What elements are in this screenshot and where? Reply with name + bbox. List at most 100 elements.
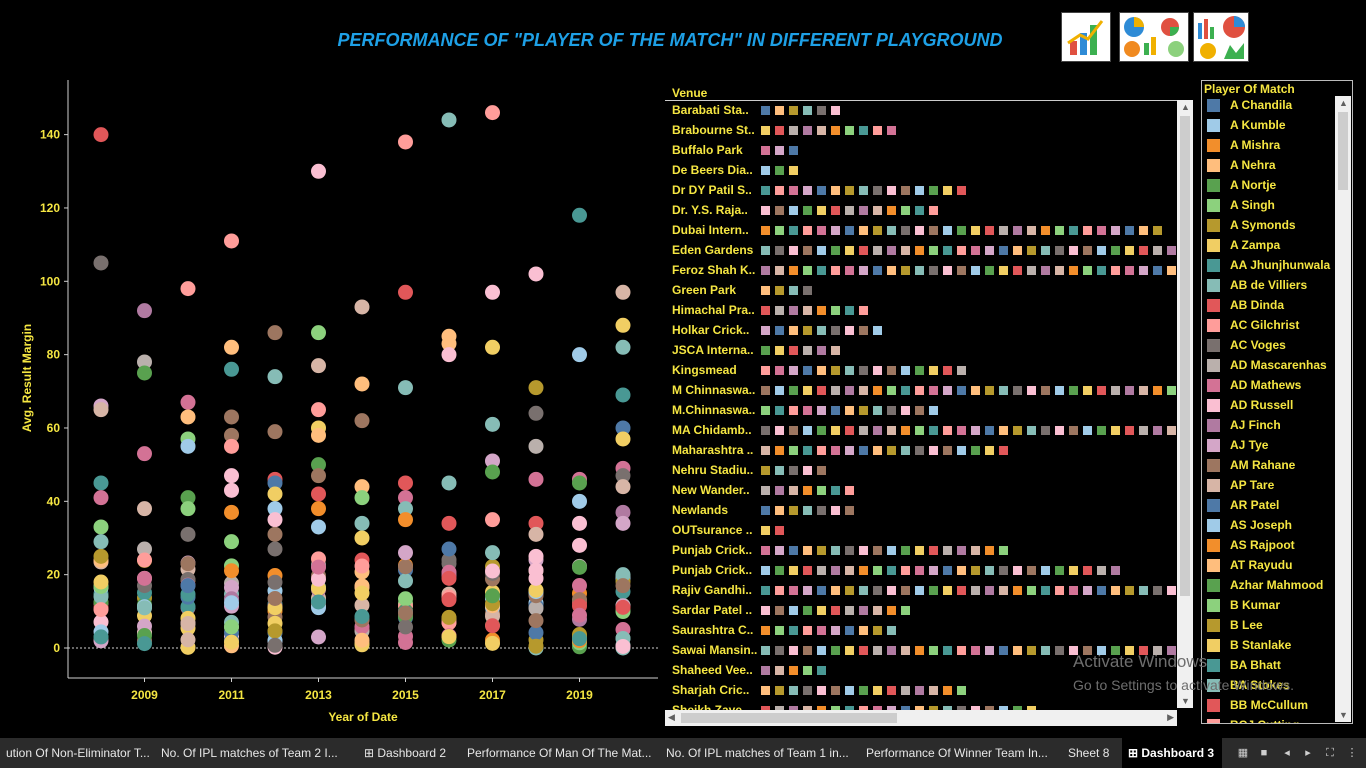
player-mark[interactable] bbox=[887, 186, 896, 195]
player-mark[interactable] bbox=[873, 206, 882, 215]
player-mark[interactable] bbox=[957, 686, 966, 695]
player-mark[interactable] bbox=[789, 366, 798, 375]
player-mark[interactable] bbox=[929, 426, 938, 435]
data-point[interactable] bbox=[528, 405, 544, 421]
player-mark[interactable] bbox=[803, 126, 812, 135]
player-mark[interactable] bbox=[873, 246, 882, 255]
player-mark[interactable] bbox=[873, 406, 882, 415]
data-point[interactable] bbox=[441, 609, 457, 625]
player-mark[interactable] bbox=[957, 446, 966, 455]
more-icon[interactable]: ⋮ bbox=[1346, 747, 1358, 759]
player-mark[interactable] bbox=[887, 546, 896, 555]
data-point[interactable] bbox=[615, 317, 631, 333]
player-mark[interactable] bbox=[1069, 226, 1078, 235]
player-mark[interactable] bbox=[817, 366, 826, 375]
player-mark[interactable] bbox=[817, 426, 826, 435]
player-mark[interactable] bbox=[1041, 266, 1050, 275]
venue-row[interactable]: Eden Gardens bbox=[665, 240, 1177, 260]
player-mark[interactable] bbox=[1055, 226, 1064, 235]
data-point[interactable] bbox=[615, 578, 631, 594]
player-mark[interactable] bbox=[1097, 246, 1106, 255]
player-mark[interactable] bbox=[873, 426, 882, 435]
data-point[interactable] bbox=[224, 634, 239, 650]
player-mark[interactable] bbox=[887, 446, 896, 455]
player-mark[interactable] bbox=[1097, 266, 1106, 275]
player-mark[interactable] bbox=[943, 186, 952, 195]
player-mark[interactable] bbox=[1153, 266, 1162, 275]
player-mark[interactable] bbox=[789, 406, 798, 415]
data-point[interactable] bbox=[485, 618, 500, 634]
player-mark[interactable] bbox=[859, 186, 868, 195]
data-point[interactable] bbox=[137, 365, 152, 381]
player-mark[interactable] bbox=[831, 206, 840, 215]
player-mark[interactable] bbox=[775, 446, 784, 455]
data-point[interactable] bbox=[180, 578, 196, 594]
legend-item[interactable]: AJ Tye bbox=[1206, 436, 1336, 456]
player-mark[interactable] bbox=[803, 266, 812, 275]
sheet-tab[interactable]: No. Of IPL matches of Team 2 I... bbox=[155, 738, 358, 768]
legend-item[interactable]: A Singh bbox=[1206, 196, 1336, 216]
player-mark[interactable] bbox=[803, 206, 812, 215]
player-mark[interactable] bbox=[761, 626, 770, 635]
data-point[interactable] bbox=[93, 519, 109, 535]
player-mark[interactable] bbox=[971, 566, 980, 575]
legend-item[interactable]: AD Mascarenhas bbox=[1206, 356, 1336, 376]
player-mark[interactable] bbox=[831, 686, 840, 695]
legend-item[interactable]: AM Rahane bbox=[1206, 456, 1336, 476]
player-mark[interactable] bbox=[1125, 226, 1134, 235]
player-mark[interactable] bbox=[957, 386, 966, 395]
player-mark[interactable] bbox=[1041, 586, 1050, 595]
venue-row[interactable]: Punjab Crick.. bbox=[665, 540, 1177, 560]
player-mark[interactable] bbox=[803, 466, 812, 475]
data-point[interactable] bbox=[441, 570, 457, 586]
player-mark[interactable] bbox=[761, 406, 770, 415]
player-mark[interactable] bbox=[971, 446, 980, 455]
data-point[interactable] bbox=[572, 537, 587, 553]
data-point[interactable] bbox=[354, 376, 370, 392]
player-mark[interactable] bbox=[957, 646, 966, 655]
data-point[interactable] bbox=[615, 567, 631, 583]
player-mark[interactable] bbox=[789, 686, 798, 695]
player-mark[interactable] bbox=[859, 386, 868, 395]
player-mark[interactable] bbox=[901, 246, 910, 255]
data-point[interactable] bbox=[180, 438, 196, 454]
data-point[interactable] bbox=[441, 336, 457, 352]
player-mark[interactable] bbox=[887, 586, 896, 595]
player-mark[interactable] bbox=[1153, 386, 1162, 395]
legend-item[interactable]: A Nehra bbox=[1206, 156, 1336, 176]
player-mark[interactable] bbox=[775, 426, 784, 435]
player-mark[interactable] bbox=[1013, 266, 1022, 275]
legend-item[interactable]: A Symonds bbox=[1206, 216, 1336, 236]
player-mark[interactable] bbox=[873, 126, 882, 135]
venue-row[interactable]: MA Chidamb.. bbox=[665, 420, 1177, 440]
player-mark[interactable] bbox=[845, 366, 854, 375]
player-mark[interactable] bbox=[887, 406, 896, 415]
player-mark[interactable] bbox=[887, 686, 896, 695]
player-mark[interactable] bbox=[1013, 566, 1022, 575]
player-mark[interactable] bbox=[761, 526, 770, 535]
scroll-left-icon[interactable]: ◀ bbox=[668, 712, 675, 722]
data-point[interactable] bbox=[572, 578, 587, 594]
player-mark[interactable] bbox=[817, 646, 826, 655]
legend-item[interactable]: AA Jhunjhunwala bbox=[1206, 256, 1336, 276]
data-point[interactable] bbox=[267, 623, 283, 639]
data-point[interactable] bbox=[224, 233, 239, 249]
player-mark[interactable] bbox=[803, 686, 812, 695]
data-point[interactable] bbox=[267, 526, 283, 542]
legend-scroll-thumb[interactable] bbox=[1338, 112, 1348, 190]
player-mark[interactable] bbox=[999, 546, 1008, 555]
player-mark[interactable] bbox=[901, 646, 910, 655]
player-mark[interactable] bbox=[775, 186, 784, 195]
venue-row[interactable]: Punjab Crick.. bbox=[665, 560, 1177, 580]
player-mark[interactable] bbox=[859, 306, 868, 315]
player-mark[interactable] bbox=[887, 126, 896, 135]
player-mark[interactable] bbox=[915, 186, 924, 195]
player-mark[interactable] bbox=[1167, 386, 1176, 395]
data-point[interactable] bbox=[93, 574, 109, 590]
data-point[interactable] bbox=[311, 501, 326, 517]
data-point[interactable] bbox=[180, 490, 196, 506]
player-mark[interactable] bbox=[859, 686, 868, 695]
data-point[interactable] bbox=[137, 600, 152, 616]
player-mark[interactable] bbox=[1111, 586, 1120, 595]
player-mark[interactable] bbox=[817, 406, 826, 415]
